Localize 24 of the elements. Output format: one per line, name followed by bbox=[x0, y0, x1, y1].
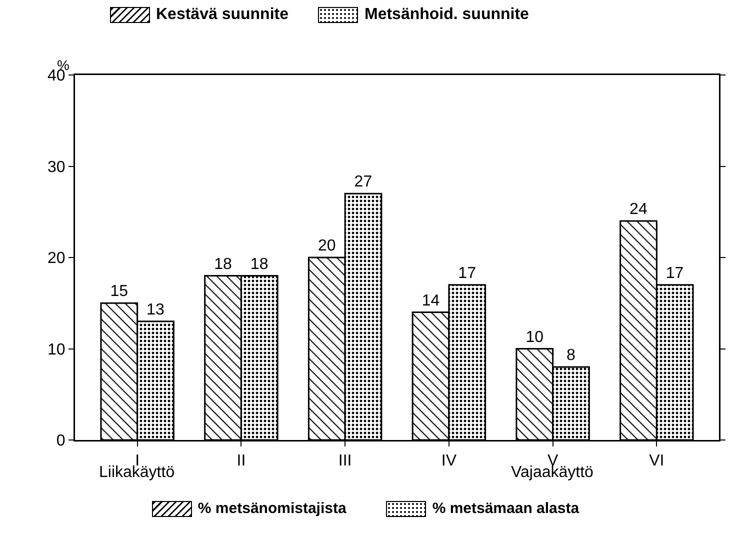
y-tick-label: 0 bbox=[56, 432, 66, 450]
x-tick-label: II bbox=[236, 452, 246, 470]
text: % metsänomistajista bbox=[198, 500, 346, 517]
x-tick-label: IV bbox=[441, 452, 457, 470]
data-label: 18 bbox=[250, 256, 268, 273]
y-tick-label: 30 bbox=[48, 158, 66, 176]
y-tick-label: 10 bbox=[48, 341, 66, 358]
data-label: 8 bbox=[566, 347, 576, 364]
text: % metsämaan alasta bbox=[432, 500, 580, 517]
legend-label: Kestävä suunnite bbox=[156, 6, 288, 24]
data-label: 10 bbox=[526, 328, 544, 346]
legend-label: Metsänhoid. suunnite bbox=[364, 6, 529, 24]
data-label: 24 bbox=[630, 201, 648, 218]
x-tick-label: III bbox=[338, 452, 352, 470]
x-tick-label: VI bbox=[649, 452, 664, 470]
data-label: 27 bbox=[354, 174, 372, 191]
data-label: 13 bbox=[146, 301, 164, 318]
data-label: 15 bbox=[110, 283, 128, 300]
data-label: 17 bbox=[458, 264, 476, 282]
data-label: 17 bbox=[666, 264, 684, 282]
y-tick-label: 20 bbox=[48, 250, 66, 268]
data-label: 20 bbox=[318, 238, 336, 254]
data-label: 14 bbox=[422, 292, 440, 310]
data-label: 18 bbox=[214, 256, 232, 273]
